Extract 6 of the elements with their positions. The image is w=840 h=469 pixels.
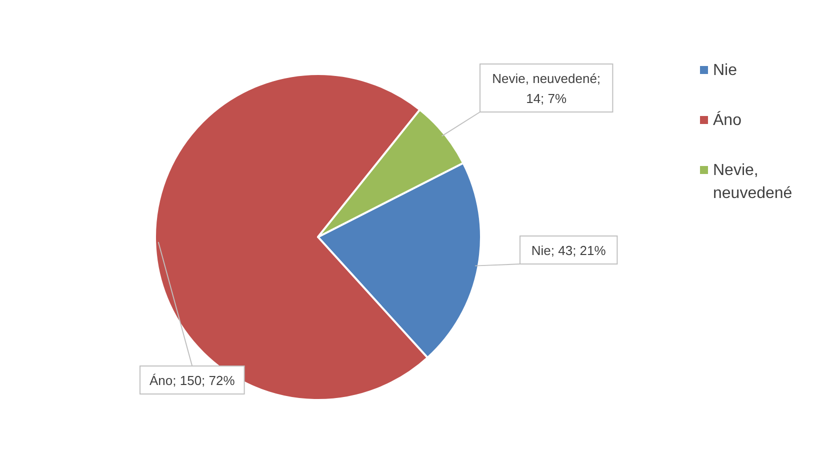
data-label: Áno; 150; 72% xyxy=(150,373,236,388)
data-label: Nie; 43; 21% xyxy=(531,243,606,258)
data-label: Nevie, neuvedené; 14; 7% xyxy=(492,71,601,106)
legend-label: Nie xyxy=(713,62,738,79)
legend-label: Áno xyxy=(713,111,742,129)
legend-label: Nevie, neuvedené xyxy=(713,162,792,202)
